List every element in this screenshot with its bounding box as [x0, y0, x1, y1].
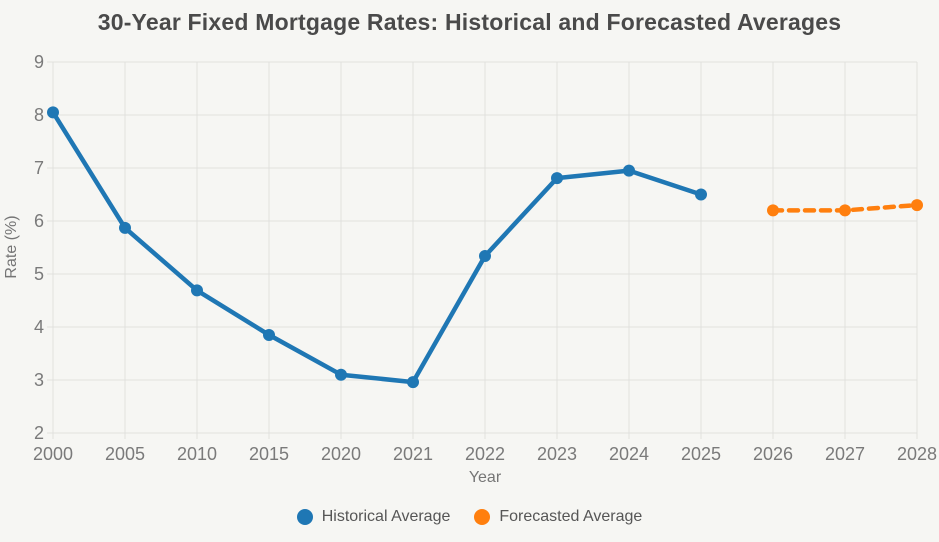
x-tick-label: 2022 — [465, 444, 505, 464]
y-tick-label: 9 — [34, 52, 44, 72]
legend-label-forecasted: Forecasted Average — [499, 508, 643, 525]
x-axis-label: Year — [469, 469, 502, 486]
y-tick-label: 8 — [34, 105, 44, 125]
historical-series-dot-icon — [296, 509, 313, 525]
data-point[interactable] — [479, 249, 491, 262]
y-tick-label: 2 — [34, 423, 44, 443]
series-line[interactable] — [50, 110, 704, 385]
y-tick-label: 3 — [34, 370, 44, 390]
x-tick-label: 2020 — [321, 444, 361, 464]
chart-title: 30-Year Fixed Mortgage Rates: Historical… — [97, 9, 842, 35]
data-point[interactable] — [623, 164, 635, 177]
legend-item-historical[interactable]: Historical Average — [296, 508, 451, 526]
x-tick-label: 2000 — [33, 444, 73, 464]
data-point[interactable] — [695, 188, 707, 201]
legend: Historical Average Forecasted Average — [0, 508, 939, 526]
x-tick-label: 2010 — [177, 444, 217, 464]
legend-item-forecasted[interactable]: Forecasted Average — [474, 508, 642, 526]
data-point[interactable] — [119, 221, 131, 234]
y-tick-label: 6 — [34, 211, 44, 231]
x-tick-label: 2021 — [393, 444, 433, 464]
x-tick-label: 2027 — [825, 444, 865, 464]
x-tick-label: 2005 — [105, 444, 145, 464]
data-point[interactable] — [335, 368, 347, 381]
x-tick-label: 2023 — [537, 444, 577, 464]
x-tick-label: 2015 — [249, 444, 289, 464]
y-axis-label: Rate (%) — [3, 215, 20, 278]
y-tick-label: 7 — [34, 158, 44, 178]
data-point[interactable] — [407, 376, 419, 389]
x-tick-label: 2026 — [753, 444, 793, 464]
data-point[interactable] — [263, 328, 275, 341]
y-tick-label: 4 — [34, 317, 44, 337]
data-point[interactable] — [191, 284, 203, 297]
data-point[interactable] — [47, 106, 59, 119]
x-tick-label: 2024 — [609, 444, 649, 464]
legend-label-historical: Historical Average — [321, 508, 451, 525]
x-tick-label: 2028 — [897, 444, 937, 464]
y-tick-label: 5 — [34, 264, 44, 284]
data-point[interactable] — [911, 199, 923, 212]
data-point[interactable] — [767, 204, 779, 217]
plot-generated: 2 3 4 5 6 7 8 9 2000 2005 2010 2015 2020 2021 2022 2023… — [33, 52, 937, 464]
data-point[interactable] — [839, 204, 851, 217]
data-point[interactable] — [551, 172, 563, 185]
forecasted-series-dot-icon — [474, 509, 491, 525]
x-tick-label: 2025 — [681, 444, 721, 464]
